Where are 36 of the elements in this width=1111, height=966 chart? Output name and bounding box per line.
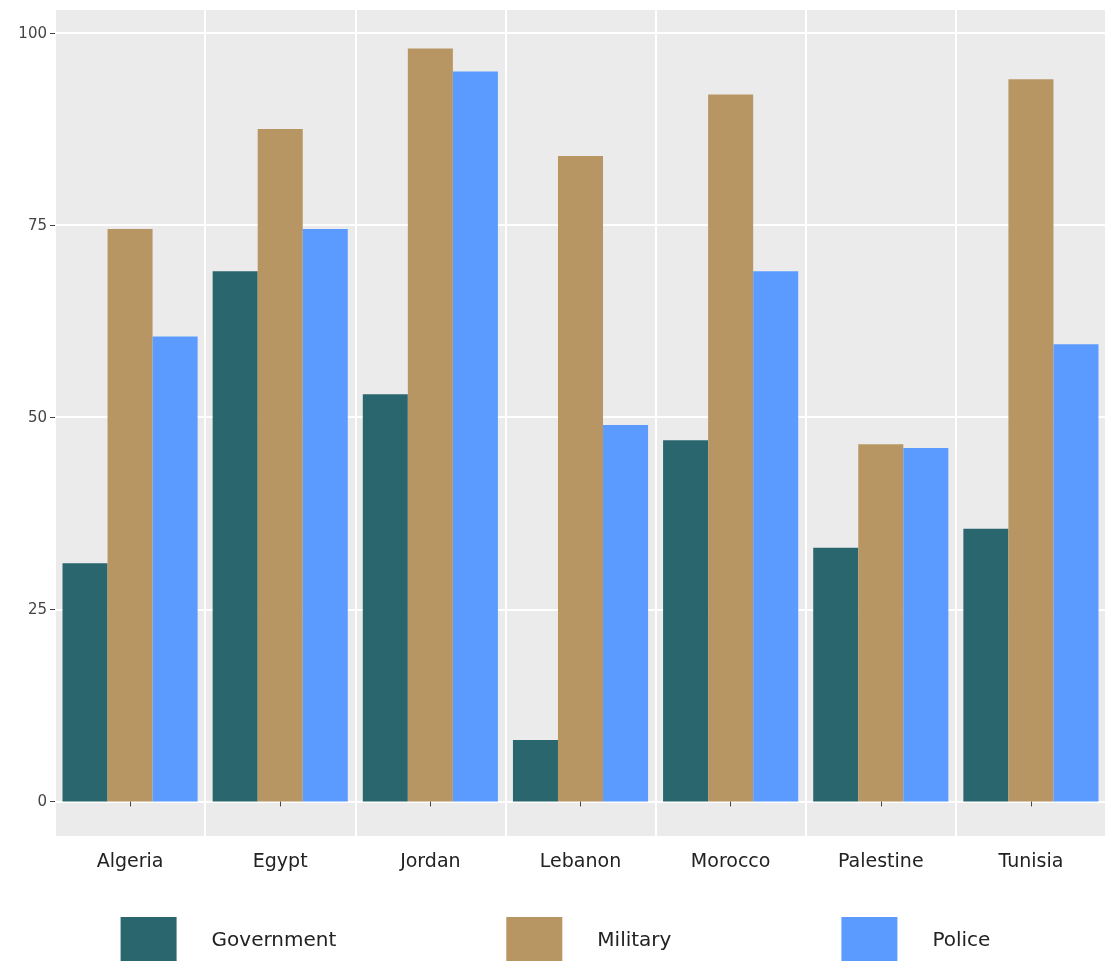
- x-tick-label: Tunisia: [997, 848, 1064, 871]
- bar: [557, 155, 604, 802]
- bar: [362, 394, 408, 802]
- bar: [858, 444, 904, 802]
- y-tick-label: 75: [27, 216, 47, 235]
- x-tick-label: Jordan: [399, 848, 461, 871]
- x-tick-label: Palestine: [838, 848, 924, 871]
- x-tick-label: Egypt: [252, 848, 308, 871]
- legend-label: Government: [211, 927, 337, 951]
- bar: [407, 48, 453, 802]
- bar: [963, 528, 1009, 802]
- y-tick-label: 25: [27, 600, 47, 619]
- x-tick-label: Algeria: [96, 848, 164, 871]
- bar: [512, 739, 558, 802]
- bar: [257, 129, 303, 802]
- bar: [107, 228, 153, 802]
- x-tick-label: Lebanon: [539, 848, 622, 871]
- bar: [1053, 344, 1099, 802]
- legend-label: Police: [932, 927, 991, 951]
- y-tick-label: 100: [18, 24, 47, 43]
- bar: [663, 440, 709, 802]
- legend-label: Military: [597, 927, 672, 951]
- bar: [152, 336, 198, 802]
- bar: [62, 563, 108, 802]
- bar: [813, 547, 859, 802]
- bar: [452, 71, 498, 802]
- bar: [708, 94, 754, 802]
- bar: [603, 424, 649, 802]
- bar: [1008, 79, 1054, 802]
- bar: [753, 271, 799, 802]
- y-tick-label: 0: [37, 792, 47, 811]
- bar: [212, 271, 258, 802]
- bar: [302, 228, 348, 802]
- bar: [903, 447, 949, 802]
- y-tick-label: 50: [27, 408, 47, 427]
- x-tick-label: Morocco: [690, 848, 771, 871]
